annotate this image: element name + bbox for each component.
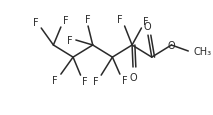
Text: F: F	[143, 17, 149, 27]
Text: F: F	[117, 15, 123, 25]
Text: F: F	[68, 36, 73, 46]
Text: F: F	[82, 76, 88, 86]
Text: F: F	[63, 16, 68, 26]
Text: F: F	[52, 75, 58, 85]
Text: F: F	[85, 15, 91, 25]
Text: O: O	[129, 72, 137, 82]
Text: CH₃: CH₃	[194, 47, 212, 56]
Text: F: F	[93, 76, 98, 86]
Text: F: F	[122, 75, 127, 85]
Text: F: F	[33, 18, 38, 28]
Text: O: O	[143, 22, 151, 32]
Text: O: O	[168, 41, 175, 51]
